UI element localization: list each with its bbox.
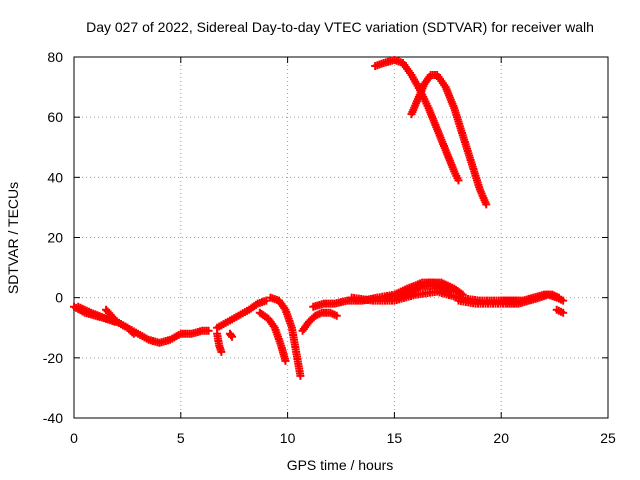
y-tick-label: 40 [47,169,63,185]
y-tick-label: -40 [43,410,63,426]
data-point [129,329,138,338]
data-point [332,311,341,320]
data-point [482,200,491,209]
data-point [559,308,568,317]
x-tick-label: 15 [387,430,403,446]
data-point [128,328,137,337]
y-tick-label: 80 [47,49,63,65]
y-axis-label: SDTVAR / TECUs [5,182,21,294]
data-point [454,176,463,185]
data-point [281,356,290,365]
data-point [559,296,568,305]
data-point [228,332,237,341]
data-point [204,326,213,335]
data-point [554,293,563,302]
x-tick-label: 0 [70,430,78,446]
grid [74,57,608,418]
chart-title: Day 027 of 2022, Sidereal Day-to-day VTE… [86,19,594,35]
data-point [217,347,226,356]
y-tick-label: -20 [43,350,63,366]
y-tick-label: 0 [55,290,63,306]
y-tick-label: 20 [47,230,63,246]
data-point [445,287,454,296]
data-point [226,331,235,340]
x-tick-label: 10 [280,430,296,446]
axis-ticks: 0 5 10 15 20 25 -40 -20 0 20 40 60 80 [43,49,616,446]
data-point [458,290,467,299]
y-tick-label: 60 [47,109,63,125]
data-point [262,296,271,305]
x-tick-label: 25 [600,430,616,446]
data-points [70,56,568,380]
x-axis-label: GPS time / hours [287,457,394,473]
x-tick-label: 20 [493,430,509,446]
data-point [296,371,305,380]
x-tick-label: 5 [177,430,185,446]
